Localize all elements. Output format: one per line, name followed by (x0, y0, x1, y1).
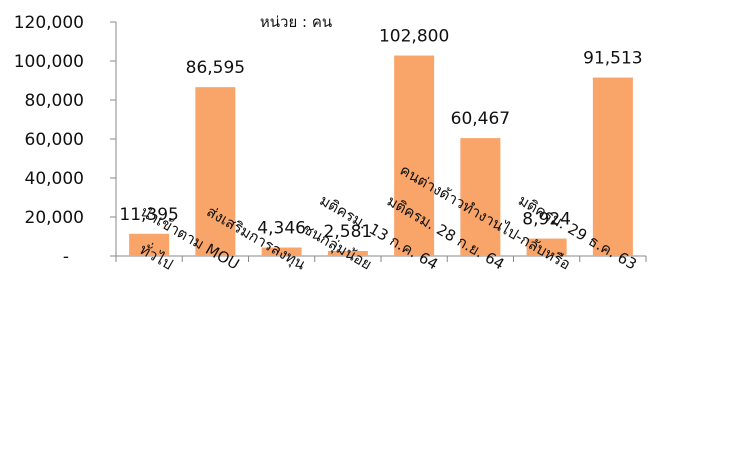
data-label: 11,395 (119, 205, 178, 225)
bar (394, 55, 435, 256)
bar (526, 238, 567, 256)
bar (460, 138, 501, 256)
y-tick-label: 80,000 (25, 91, 84, 111)
y-tick-label: 60,000 (25, 130, 84, 150)
data-label: 86,595 (186, 58, 245, 78)
data-label: 2,581 (324, 222, 373, 242)
y-tick-label: 100,000 (14, 52, 84, 72)
data-label: 102,800 (379, 27, 449, 47)
data-labels: 11,395 86,595 4,346 2,581 102,800 60,467 8,924… (119, 27, 642, 242)
bar (129, 233, 170, 256)
data-label: 91,513 (583, 49, 642, 69)
y-axis-ticks: - 20,000 40,000 60,000 80,000 100,000 120,000 (14, 13, 647, 267)
data-label: 4,346 (257, 219, 306, 239)
y-tick-label: 40,000 (25, 169, 84, 189)
y-tick-label: 20,000 (25, 208, 84, 228)
unit-label: หน่วย : คน (260, 13, 332, 31)
data-label: 60,467 (451, 109, 510, 129)
bar (261, 247, 302, 256)
bar (327, 250, 368, 256)
y-tick-label: - (63, 247, 69, 267)
bar (592, 77, 633, 256)
y-tick-label: 120,000 (14, 13, 84, 33)
bar (195, 87, 236, 257)
data-label: 8,924 (522, 210, 571, 230)
bars (129, 55, 633, 257)
